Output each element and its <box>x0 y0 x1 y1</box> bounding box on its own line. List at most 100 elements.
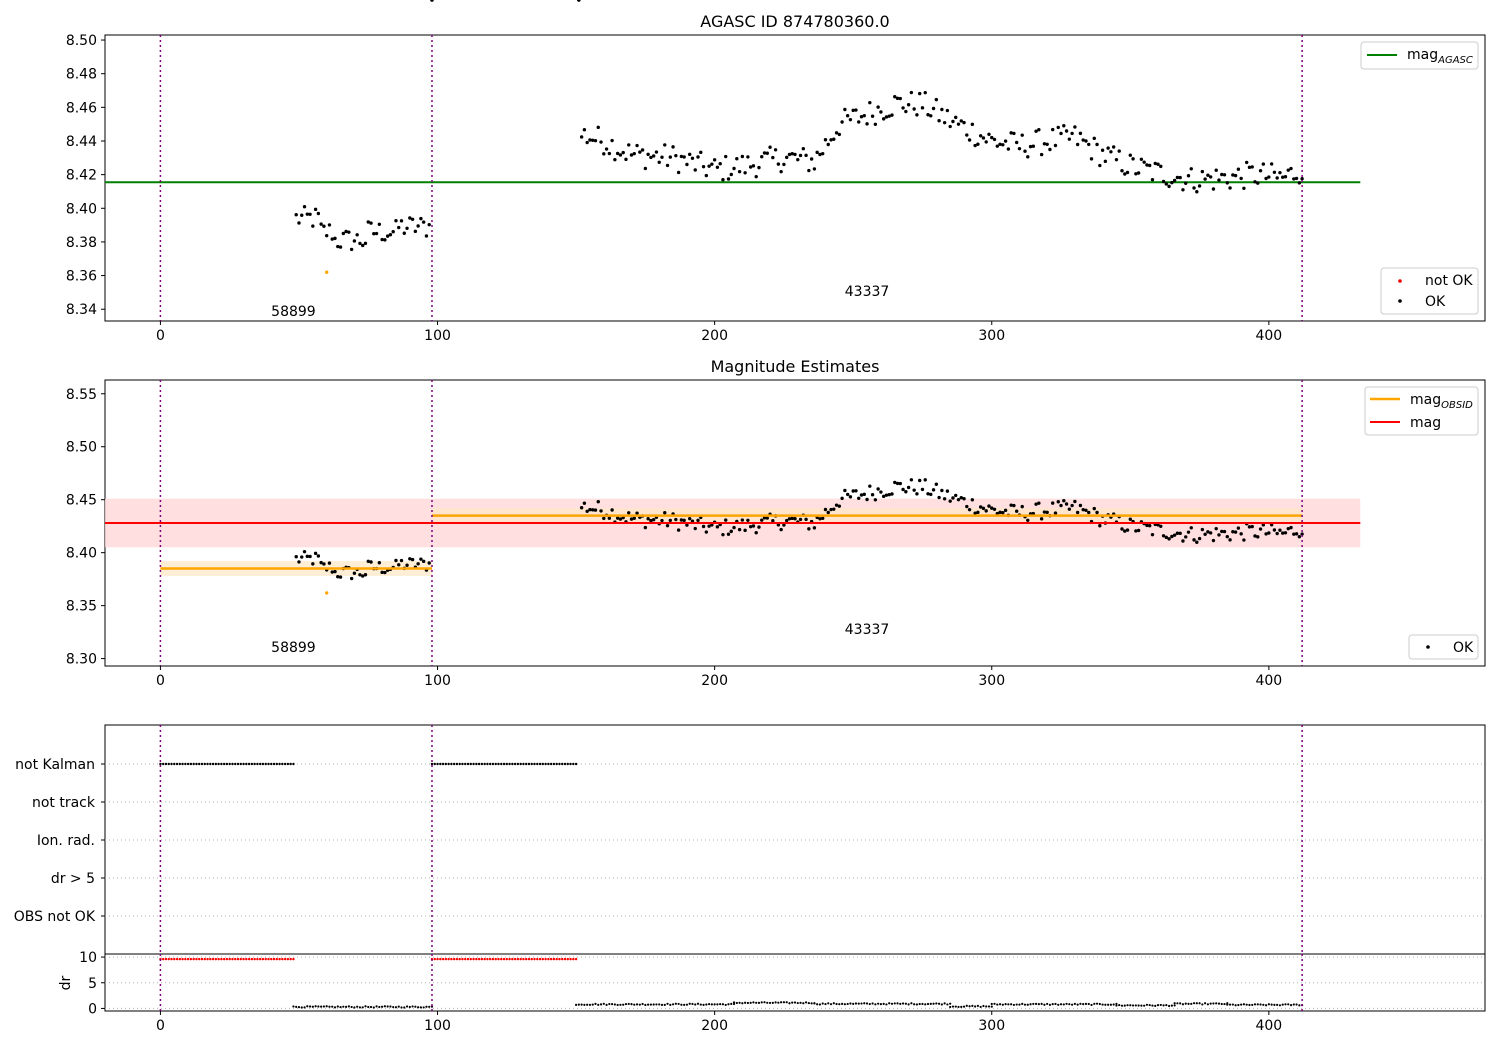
dr-high-point-1-117 <box>483 957 486 961</box>
dr-low-point-1-203 <box>721 1003 725 1006</box>
dr-low-point-1-165 <box>616 1003 619 1007</box>
middle-point-172 <box>915 492 919 496</box>
top-point-67 <box>624 157 628 162</box>
middle-point-289 <box>1239 532 1243 536</box>
top-point-122 <box>776 162 781 166</box>
top-point-275 <box>1200 169 1205 174</box>
dr-low-point-1-178 <box>652 1003 655 1006</box>
middle-point-9 <box>319 560 323 565</box>
top-point-41 <box>408 216 412 220</box>
flag-point-1-112 <box>469 762 472 766</box>
dr-low-point-1-204 <box>724 1003 727 1007</box>
top-point-95 <box>701 164 706 169</box>
dr-low-point-1-167 <box>622 1003 625 1006</box>
dr-low-point-1-185 <box>671 1003 675 1006</box>
middle-point-32 <box>383 570 387 575</box>
dr-low-point-1-175 <box>644 1003 647 1007</box>
middle-legend: magOBSID mag <box>1364 386 1479 436</box>
flag-point-0-40 <box>270 762 273 766</box>
flag-point-0-12 <box>192 762 195 766</box>
top-point-304 <box>1281 175 1285 179</box>
top-point-145 <box>840 120 844 124</box>
dr-low-point-1-176 <box>647 1003 650 1006</box>
dr-low-point-5-311 <box>1021 1002 1024 1005</box>
dr-low-point-1-181 <box>660 1003 664 1006</box>
middle-point-37 <box>397 563 401 567</box>
dr-high-point-1-140 <box>547 957 550 961</box>
middle-point-104 <box>726 532 731 536</box>
dr-low-point-3-282 <box>940 1003 943 1006</box>
dr-low-point-7-382 <box>1217 1002 1221 1005</box>
dr-low-point-2-209 <box>738 1001 741 1004</box>
dr-low-point-0-73 <box>361 1006 364 1009</box>
dr-low-point-7-367 <box>1176 1002 1179 1005</box>
middle-point-202 <box>998 510 1002 515</box>
dr-high-point-0-1 <box>161 957 165 961</box>
dr-low-point-7-377 <box>1204 1002 1207 1005</box>
top-point-52 <box>582 128 587 132</box>
top-point-174 <box>920 106 925 110</box>
middle-point-215 <box>1034 502 1038 506</box>
middle-point-278 <box>1208 531 1213 535</box>
middle-point-57 <box>596 500 600 504</box>
top-point-21 <box>352 239 357 243</box>
middle-point-163 <box>890 492 894 496</box>
flag-point-1-98 <box>430 762 434 766</box>
dr-low-point-3-268 <box>901 1002 905 1005</box>
top-point-150 <box>854 108 858 112</box>
middle-point-296 <box>1258 527 1263 531</box>
dr-low-point-3-265 <box>893 1002 896 1005</box>
dr-high-point-0-14 <box>198 957 201 961</box>
dr-low-point-1-198 <box>707 1003 711 1006</box>
middle-point-203 <box>1001 510 1005 515</box>
top-point-133 <box>807 168 811 173</box>
top-point-81 <box>663 143 667 147</box>
top-ytick-label-8: 8.50 <box>66 33 97 49</box>
top-point-176 <box>926 113 930 117</box>
top-ytick-label-4: 8.42 <box>66 168 97 184</box>
middle-point-38 <box>399 558 404 563</box>
middle-point-237 <box>1095 510 1099 515</box>
middle-point-169 <box>906 485 911 490</box>
dr-low-point-5-339 <box>1098 1002 1101 1006</box>
dr-low-point-4-297 <box>982 1004 985 1008</box>
dr-high-point-1-130 <box>519 957 522 961</box>
dr-low-point-5-305 <box>1004 1003 1007 1006</box>
top-point-175 <box>923 90 927 95</box>
middle-point-191 <box>967 507 972 512</box>
dr-high-point-0-45 <box>283 957 287 961</box>
middle-point-175 <box>923 478 927 482</box>
top-point-153 <box>862 113 866 118</box>
dr-low-point-0-76 <box>369 1005 373 1009</box>
dr-low-point-1-155 <box>588 1003 592 1006</box>
top-point-255 <box>1145 163 1149 167</box>
middle-point-144 <box>837 504 842 508</box>
top-point-179 <box>934 97 939 102</box>
top-point-3 <box>302 204 307 209</box>
top-point-79 <box>657 160 661 164</box>
middle-point-189 <box>962 497 966 501</box>
dr-high-point-0-18 <box>209 957 212 961</box>
top-point-208 <box>1014 140 1019 145</box>
middle-point-193 <box>973 511 977 515</box>
dr-low-point-5-310 <box>1018 1003 1021 1006</box>
dr-low-point-7-371 <box>1187 1002 1190 1005</box>
top-point-213 <box>1028 144 1033 149</box>
dr-low-point-0-89 <box>405 1005 409 1008</box>
top-point-141 <box>829 138 833 142</box>
dr-low-point-0-70 <box>353 1006 356 1009</box>
top-point-85 <box>674 153 678 158</box>
dr-low-point-5-342 <box>1107 1003 1110 1006</box>
dr-low-point-5-336 <box>1090 1003 1093 1007</box>
middle-point-262 <box>1164 535 1169 540</box>
middle-point-180 <box>937 495 941 500</box>
middle-point-31 <box>380 570 384 575</box>
top-point-173 <box>917 91 922 96</box>
middle-point-158 <box>876 487 880 491</box>
top-point-39 <box>402 231 406 235</box>
flag-point-0-46 <box>286 762 290 766</box>
dr-low-point-6-360 <box>1156 1004 1160 1007</box>
middle-point-186 <box>954 493 958 498</box>
dr-low-point-0-78 <box>375 1005 378 1008</box>
top-point-224 <box>1059 131 1063 136</box>
